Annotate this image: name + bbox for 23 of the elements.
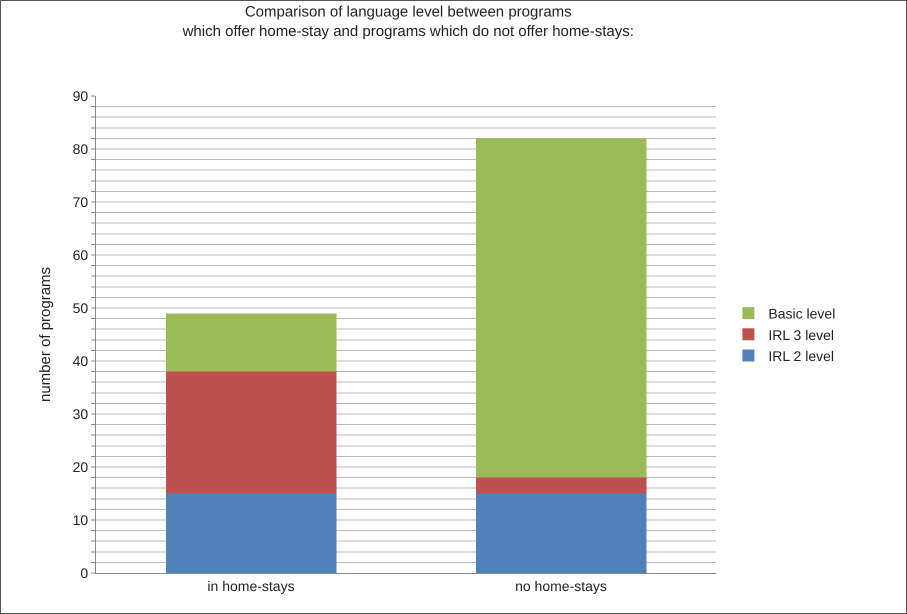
y-tick-label: 20: [72, 458, 88, 475]
y-tick-label: 90: [72, 88, 88, 104]
y-tick-label: 0: [80, 564, 88, 581]
chart-title: Comparison of language level between programs which offer home-stay and programs which do not offer home-stays:: [182, 3, 634, 40]
x-tick-label: no home-stays: [515, 578, 607, 594]
bar: [166, 494, 336, 573]
y-tick-label: 60: [72, 246, 88, 263]
x-tick-label: in home-stays: [207, 578, 295, 594]
bar: [476, 138, 646, 478]
y-tick-label: 70: [72, 194, 88, 210]
bar: [166, 313, 336, 372]
y-axis-title: number of programs: [36, 266, 54, 402]
y-tick-label: 30: [72, 406, 88, 422]
legend-label: IRL 3 level: [768, 326, 834, 343]
bar: [476, 494, 646, 573]
y-tick-label: 40: [72, 352, 88, 369]
bar: [166, 372, 336, 494]
y-tick-label: 80: [72, 140, 88, 157]
legend-label: IRL 2 level: [768, 348, 834, 364]
y-tick-label: 10: [72, 512, 88, 528]
bar: [476, 478, 646, 494]
y-tick-label: 50: [72, 300, 88, 316]
legend-label: Basic level: [768, 306, 836, 322]
